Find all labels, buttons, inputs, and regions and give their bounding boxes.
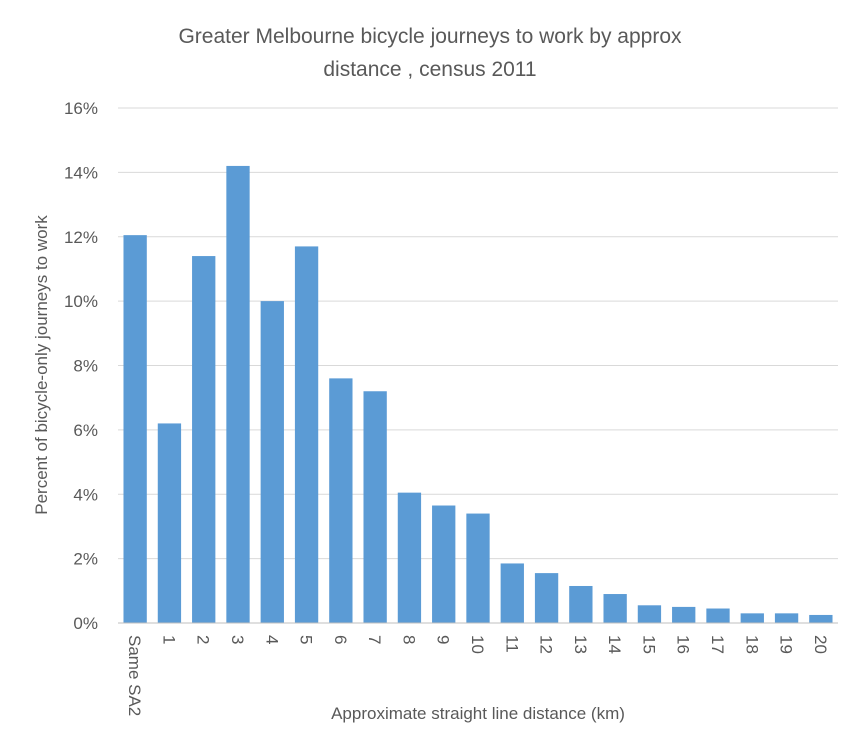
x-tick-label: 5 — [297, 635, 316, 644]
bar — [466, 513, 490, 623]
bars — [123, 165, 833, 623]
bar — [500, 563, 524, 623]
bar — [294, 246, 319, 623]
chart-title-line-1: Greater Melbourne bicycle journeys to wo… — [178, 25, 682, 48]
x-tick-label: 20 — [811, 635, 830, 654]
x-tick-label: 1 — [159, 635, 178, 644]
y-tick-label: 14% — [64, 163, 98, 182]
x-tick-label: 4 — [262, 635, 281, 644]
x-tick-label: 15 — [639, 635, 658, 654]
x-tick-label: 17 — [708, 635, 727, 654]
bar — [534, 573, 559, 623]
bar — [637, 605, 662, 623]
y-tick-label: 0% — [73, 614, 98, 633]
x-tick-label: 14 — [605, 635, 624, 654]
x-tick-label: 10 — [468, 635, 487, 654]
bar — [157, 423, 182, 623]
y-tick-label: 10% — [64, 292, 98, 311]
x-tick-label: 11 — [502, 635, 521, 653]
bar — [569, 585, 593, 623]
x-tick-label: 6 — [331, 635, 350, 644]
x-tick-label: 3 — [228, 635, 247, 644]
x-tick-label: 7 — [365, 635, 384, 644]
y-tick-label: 2% — [73, 550, 98, 569]
y-tick-label: 16% — [64, 99, 98, 118]
x-tick-label: 16 — [674, 635, 693, 654]
y-axis-label: Percent of bicycle-only journeys to work — [32, 215, 51, 515]
x-axis-ticks: Same SA2 1 2 3 4 5 6 7 8 9 10 11 12 13 14 15 16 17 18 19 20 — [125, 635, 830, 716]
x-tick-label: Same SA2 — [125, 635, 144, 716]
bar — [603, 594, 627, 623]
bar — [672, 606, 696, 623]
chart-title-line-2: distance , census 2011 — [323, 58, 536, 81]
gridlines — [118, 107, 838, 560]
bar — [123, 235, 147, 623]
bar — [226, 165, 250, 623]
x-tick-label: 12 — [537, 635, 556, 654]
y-tick-label: 12% — [64, 228, 98, 247]
x-tick-label: 19 — [777, 635, 796, 654]
bar — [260, 301, 284, 623]
x-tick-label: 2 — [194, 635, 213, 644]
bar — [432, 505, 456, 623]
y-tick-label: 8% — [73, 357, 98, 376]
bar — [774, 613, 799, 623]
bar — [192, 256, 216, 623]
bar — [329, 378, 353, 623]
x-tick-label: 9 — [434, 635, 453, 644]
y-tick-label: 4% — [73, 485, 98, 504]
bar — [706, 608, 730, 623]
x-tick-label: 18 — [742, 635, 761, 654]
bar — [740, 613, 764, 623]
bar — [363, 391, 387, 623]
x-tick-label: 8 — [399, 635, 418, 644]
bar — [809, 614, 833, 623]
y-axis-ticks: 0% 2% 4% 6% 8% 10% 12% 14% 16% — [64, 99, 98, 633]
x-tick-label: 13 — [571, 635, 590, 654]
bar — [397, 492, 422, 623]
y-tick-label: 6% — [73, 421, 98, 440]
x-axis-label: Approximate straight line distance (km) — [331, 704, 625, 723]
